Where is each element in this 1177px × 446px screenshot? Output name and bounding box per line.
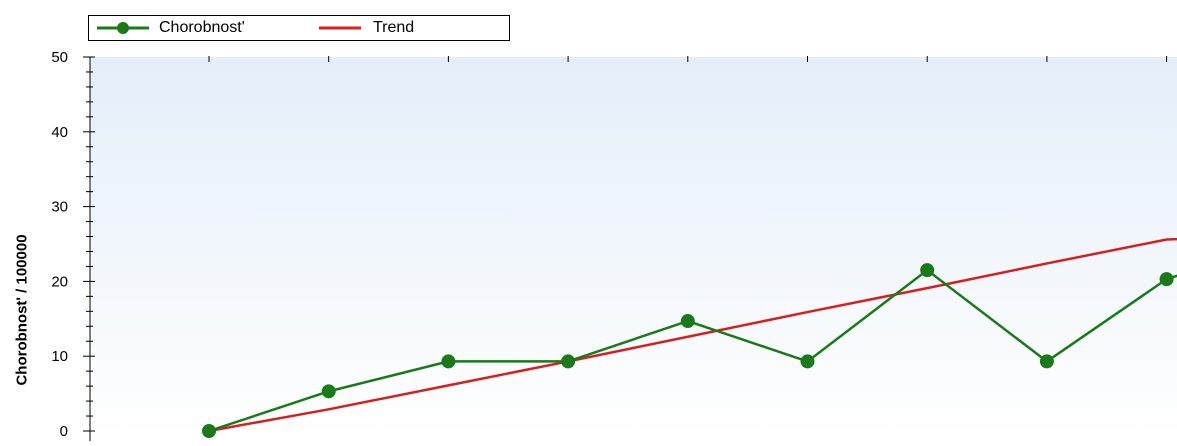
y-axis: 0 10 20 30 40 50 <box>51 49 95 441</box>
legend: Chorobnost' Trend <box>88 15 510 41</box>
y-tick-label: 50 <box>51 49 68 66</box>
y-tick-label: 10 <box>51 348 68 365</box>
chorobnost-point <box>1159 272 1174 287</box>
legend-label-chorobnost: Chorobnost' <box>159 19 245 36</box>
y-tick-label: 20 <box>51 273 68 290</box>
chorobnost-series <box>202 263 1177 438</box>
chorobnost-point <box>920 263 935 278</box>
trend-series <box>208 237 1177 433</box>
chorobnost-point <box>561 354 576 369</box>
chorobnost-point <box>441 354 456 369</box>
y-tick-label: 0 <box>60 423 68 440</box>
legend-item-chorobnost: Chorobnost' <box>95 16 245 40</box>
chorobnost-point <box>1039 354 1054 369</box>
y-tick-label: 30 <box>51 199 68 216</box>
legend-trend-line-icon <box>319 26 361 30</box>
legend-label-trend: Trend <box>373 19 415 36</box>
chorobnost-point <box>680 314 695 329</box>
y-tick-label: 40 <box>51 124 68 141</box>
chorobnost-point <box>321 384 336 399</box>
legend-series-marker-icon <box>97 22 149 34</box>
trend-line <box>208 237 1177 433</box>
legend-item-trend: Trend <box>315 16 414 40</box>
y-axis-label: Chorobnost' / 100000 <box>13 234 31 386</box>
x-axis <box>208 56 1168 62</box>
chorobnost-point <box>800 354 815 369</box>
chorobnost-line <box>208 268 1177 433</box>
plot-area <box>90 57 1177 439</box>
chorobnost-point <box>202 424 216 438</box>
